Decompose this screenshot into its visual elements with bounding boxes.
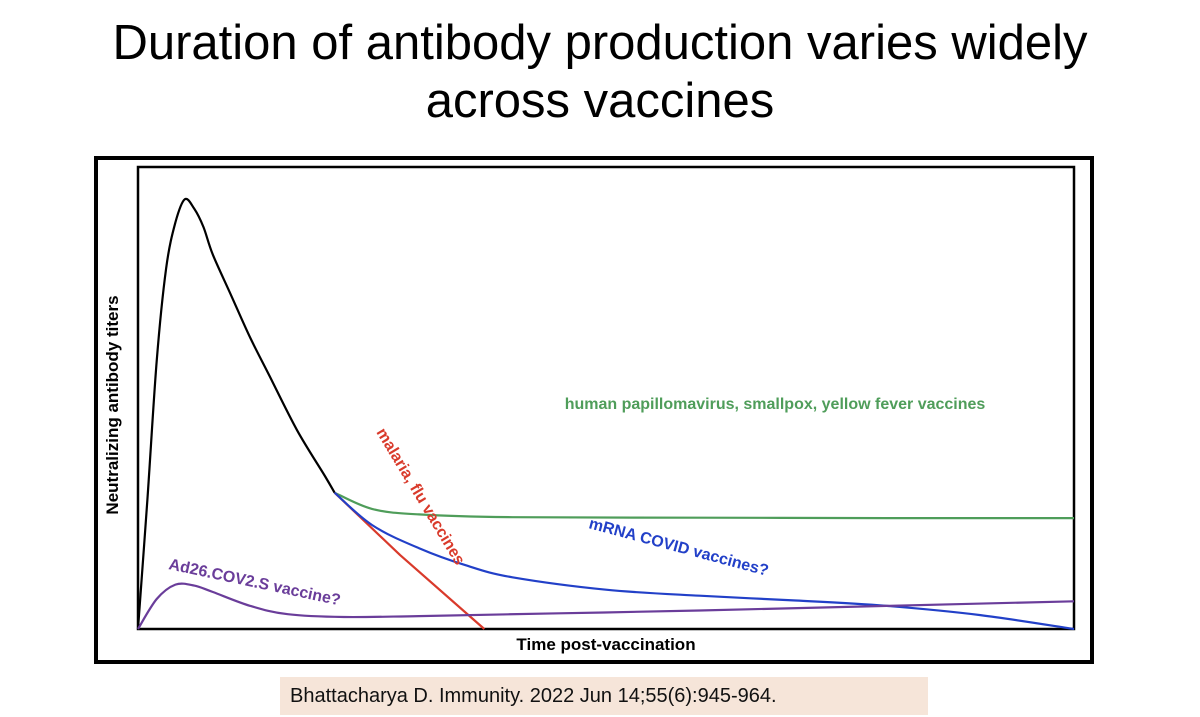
peak-response-line (136, 197, 336, 630)
annotation-mrna-covid: mRNA COVID vaccines? (587, 515, 770, 579)
x-axis-label: Time post-vaccination (516, 635, 695, 654)
title-line-1: Duration of antibody production varies w… (112, 16, 1088, 70)
annotation-malaria-flu: malaria, flu vaccines (373, 425, 468, 568)
y-axis-label: Neutralizing antibody titers (103, 295, 122, 514)
ad26-vaccine-line (137, 582, 1075, 630)
mrna-covid-line (333, 491, 1075, 631)
annotation-ad26: Ad26.COV2.S vaccine? (167, 556, 342, 609)
citation-box: Bhattacharya D. Immunity. 2022 Jun 14;55… (280, 677, 928, 715)
title-line-2: across vaccines (425, 74, 775, 128)
plot-area (136, 165, 1076, 631)
long-lived-vaccines-line (334, 491, 1075, 520)
chart-frame (94, 156, 1094, 664)
page-title: Duration of antibody production varies w… (0, 14, 1200, 130)
citation-text: Bhattacharya D. Immunity. 2022 Jun 14;55… (290, 685, 777, 707)
annotation-hpv-smallpox-yellow-fever: human papillomavirus, smallpox, yellow f… (565, 396, 986, 413)
